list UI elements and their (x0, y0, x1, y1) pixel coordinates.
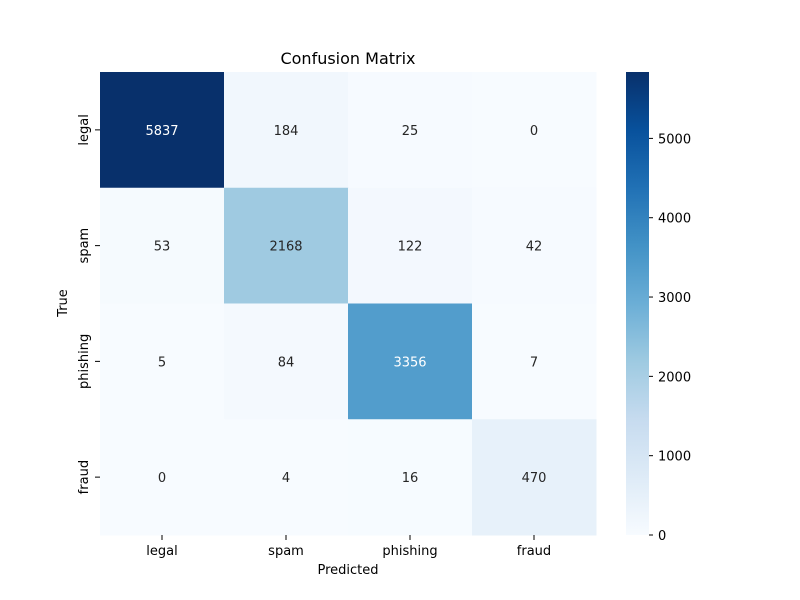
heatmap-cell-fraud-legal (100, 419, 225, 536)
chart-title: Confusion Matrix (280, 49, 415, 68)
cell-value-label: 25 (402, 124, 419, 139)
cell-value-label: 7 (530, 355, 538, 370)
cell-value-label: 4 (282, 471, 290, 486)
cell-value-label: 0 (530, 124, 538, 139)
heatmap-cell-phishing-phishing (348, 303, 473, 420)
cell-value-label: 84 (278, 355, 295, 370)
heatmap-cell-phishing-spam (224, 303, 349, 420)
colorbar-tick-label: 2000 (658, 370, 691, 385)
heatmap-cell-fraud-fraud (472, 419, 597, 536)
colorbar-tick-label: 5000 (658, 132, 691, 147)
heatmap-cell-legal-phishing (348, 72, 473, 189)
colorbar (626, 72, 649, 535)
y-tick-label: fraud (77, 460, 92, 494)
cell-value-label: 184 (274, 124, 299, 139)
colorbar-tick-label: 0 (658, 529, 666, 544)
x-tick-label: spam (268, 544, 304, 559)
heatmap-cell-spam-phishing (348, 187, 473, 304)
y-tick-label: legal (77, 114, 92, 145)
heatmap-cell-phishing-legal (100, 303, 225, 420)
colorbar-ticks: 0 1000 2000 3000 4000 5000 (649, 132, 691, 544)
cell-value-label: 5837 (145, 124, 178, 139)
cell-value-label: 2168 (269, 240, 302, 255)
x-tick-label: legal (146, 544, 177, 559)
x-axis-ticks: legal spam phishing fraud (146, 535, 551, 559)
cell-value-label: 5 (158, 355, 166, 370)
cell-value-label: 3356 (393, 355, 426, 370)
x-tick-label: phishing (382, 544, 437, 559)
y-axis-ticks: legal spam phishing fraud (77, 114, 100, 494)
x-tick-label: fraud (517, 544, 551, 559)
heatmap-cell-legal-spam (224, 72, 349, 189)
heatmap-cell-spam-legal (100, 187, 225, 304)
heatmap-cell-legal-legal (100, 72, 225, 189)
y-tick-label: spam (77, 228, 92, 264)
cell-value-label: 122 (398, 240, 423, 255)
heatmap-cell-fraud-spam (224, 419, 349, 536)
heatmap-cell-phishing-fraud (472, 303, 597, 420)
x-axis-label: Predicted (317, 563, 378, 578)
heatmap-cells (100, 72, 597, 536)
heatmap-cell-spam-spam (224, 187, 349, 304)
colorbar-tick-label: 1000 (658, 450, 691, 465)
heatmap-cell-legal-fraud (472, 72, 597, 189)
colorbar-tick-label: 3000 (658, 291, 691, 306)
heatmap-cell-spam-fraud (472, 187, 597, 304)
cell-value-label: 0 (158, 471, 166, 486)
cell-value-label: 42 (526, 240, 543, 255)
heatmap-cell-fraud-phishing (348, 419, 473, 536)
cell-value-label: 53 (154, 240, 171, 255)
cell-value-label: 470 (522, 471, 547, 486)
heatmap-cell-labels: 5837 184 25 0 53 2168 122 42 5 84 3356 7 0 4 16 470 (145, 124, 546, 486)
y-tick-label: phishing (77, 334, 92, 389)
cell-value-label: 16 (402, 471, 419, 486)
colorbar-tick-label: 4000 (658, 212, 691, 227)
y-axis-label: True (56, 289, 71, 318)
